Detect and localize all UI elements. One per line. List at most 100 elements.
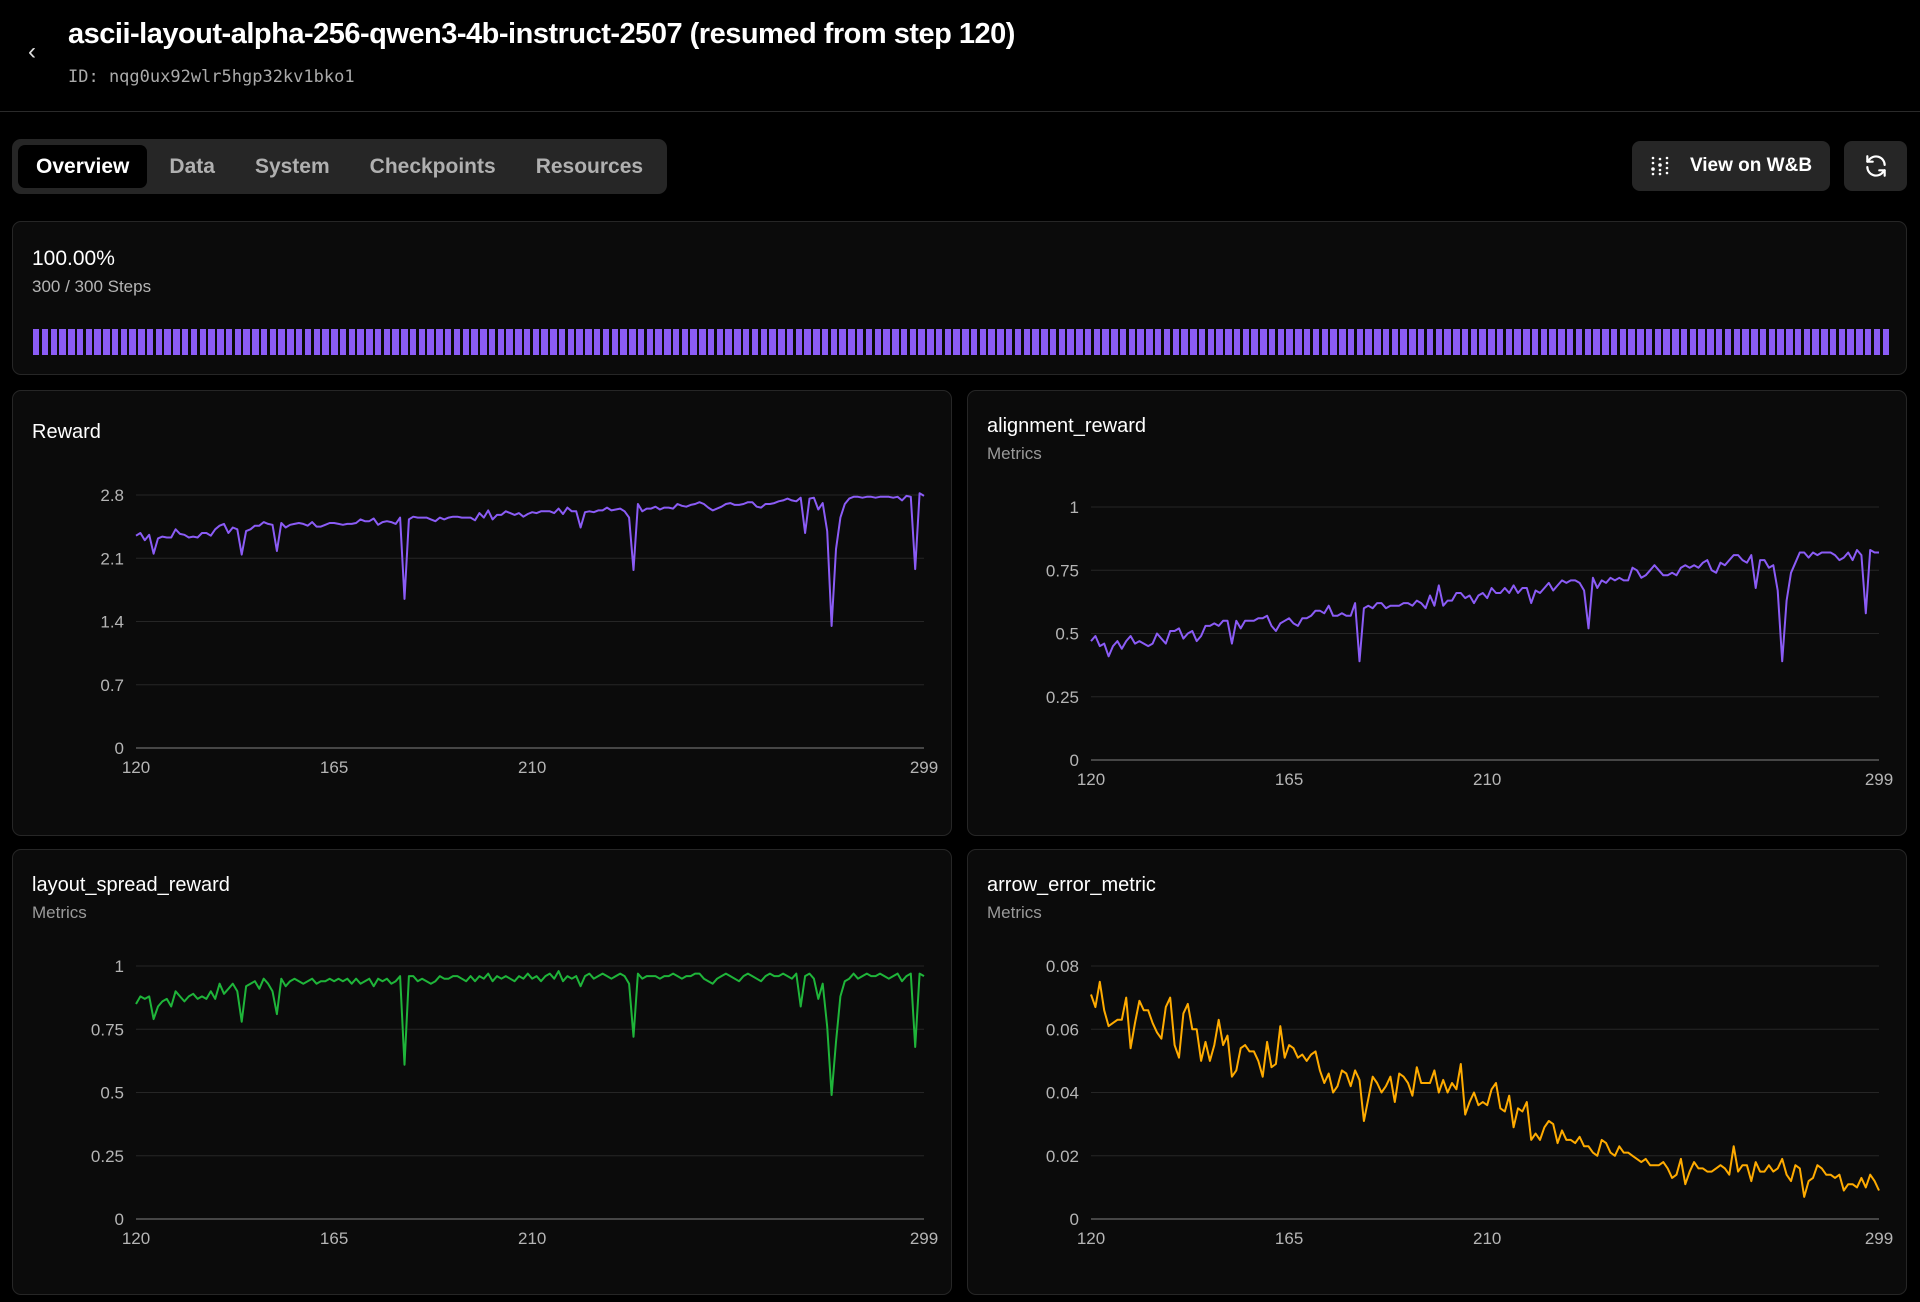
progress-segment xyxy=(602,329,610,355)
progress-steps: 300 / 300 Steps xyxy=(32,277,152,296)
progress-segment xyxy=(1777,329,1784,355)
progress-segment xyxy=(1067,329,1074,355)
progress-segment xyxy=(1619,329,1627,355)
progress-segment xyxy=(348,329,356,355)
progress-segment xyxy=(1829,329,1837,355)
chart-subtitle: Metrics xyxy=(987,444,1042,463)
progress-segment xyxy=(1225,329,1232,355)
tab-resources[interactable]: Resources xyxy=(535,154,644,178)
progress-segment xyxy=(1628,329,1635,355)
progress-segment xyxy=(1470,329,1478,355)
progress-segment xyxy=(1321,329,1329,355)
progress-segment xyxy=(672,329,680,355)
progress-segment xyxy=(979,329,987,355)
progress-segment xyxy=(1610,329,1618,355)
run-id: ID: nqg0ux92wlr5hgp32kv1bko1 xyxy=(68,67,355,87)
progress-segment xyxy=(383,329,391,355)
progress-segment xyxy=(155,329,163,355)
progress-segment xyxy=(1400,329,1407,355)
progress-segment xyxy=(892,329,899,355)
x-tick-label: 120 xyxy=(122,758,150,777)
progress-segment xyxy=(260,329,268,355)
progress-segment xyxy=(1076,329,1083,355)
y-tick-label: 0.7 xyxy=(100,676,124,695)
arrow-error-metric-chart: 0 0.02 0.04 0.06 0.08 120 165 210 299 xyxy=(1046,957,1893,1248)
progress-percent: 100.00% xyxy=(32,247,115,270)
progress-segment xyxy=(1716,329,1723,355)
progress-segment xyxy=(173,329,180,355)
progress-segment xyxy=(366,329,373,355)
x-tick-label: 299 xyxy=(1865,1229,1893,1248)
progress-segment xyxy=(295,329,303,355)
progress-segment xyxy=(1032,329,1039,355)
progress-segment xyxy=(409,329,417,355)
progress-segment xyxy=(243,329,250,355)
progress-segment xyxy=(497,329,505,355)
y-tick-label: 0.5 xyxy=(1055,625,1079,644)
tab-overview[interactable]: Overview xyxy=(18,145,148,188)
progress-segment xyxy=(506,329,513,355)
progress-segment xyxy=(392,329,399,355)
progress-segment xyxy=(734,329,741,355)
progress-segment xyxy=(1496,329,1504,355)
progress-segment xyxy=(1023,329,1030,355)
progress-segment xyxy=(1119,329,1127,355)
progress-segment xyxy=(278,329,285,355)
progress-segment xyxy=(655,329,662,355)
progress-segment xyxy=(1794,329,1802,355)
progress-segment xyxy=(856,329,864,355)
progress-segment xyxy=(111,329,119,355)
progress-segment xyxy=(970,329,978,355)
progress-segment xyxy=(962,329,969,355)
tab-data[interactable]: Data xyxy=(169,154,215,178)
y-tick-label: 0 xyxy=(115,1210,124,1229)
back-button[interactable]: ‹ xyxy=(28,38,48,66)
progress-segment xyxy=(523,329,531,355)
progress-segment xyxy=(1593,329,1600,355)
progress-segment xyxy=(927,329,934,355)
progress-segment xyxy=(1549,329,1556,355)
y-tick-label: 0 xyxy=(1070,1210,1079,1229)
refresh-button[interactable] xyxy=(1844,141,1907,191)
progress-segment xyxy=(453,329,461,355)
progress-segment xyxy=(304,329,312,355)
progress-segment xyxy=(1672,329,1679,355)
progress-segment xyxy=(331,329,338,355)
progress-segment xyxy=(699,329,706,355)
progress-segment xyxy=(953,329,960,355)
progress-segment xyxy=(1812,329,1819,355)
progress-segment xyxy=(1575,329,1583,355)
refresh-icon xyxy=(1865,155,1886,177)
x-tick-label: 210 xyxy=(1473,1229,1501,1248)
progress-segment xyxy=(401,329,408,355)
view-on-wandb-label: View on W&B xyxy=(1689,155,1813,176)
view-on-wandb-button[interactable]: View on W&B xyxy=(1632,141,1830,191)
progress-segment xyxy=(1128,329,1136,355)
progress-segment xyxy=(1645,329,1653,355)
progress-segment xyxy=(1216,329,1223,355)
progress-segment xyxy=(629,329,636,355)
progress-segment xyxy=(68,329,75,355)
progress-segment xyxy=(681,329,689,355)
progress-segment xyxy=(225,329,233,355)
progress-segment xyxy=(1724,329,1732,355)
chevron-left-icon: ‹ xyxy=(28,38,36,65)
progress-segment xyxy=(436,329,443,355)
progress-segment xyxy=(1680,329,1688,355)
progress-segment xyxy=(1251,329,1258,355)
y-tick-label: 1 xyxy=(1070,498,1079,517)
y-tick-label: 1.4 xyxy=(100,613,124,632)
progress-segment xyxy=(1873,329,1881,355)
x-tick-label: 299 xyxy=(910,758,938,777)
progress-segment xyxy=(1268,329,1276,355)
y-tick-label: 0.75 xyxy=(91,1020,124,1039)
progress-segment xyxy=(918,329,925,355)
progress-segment xyxy=(1049,329,1057,355)
tab-system[interactable]: System xyxy=(254,154,330,178)
progress-segment xyxy=(1347,329,1355,355)
y-tick-label: 0.02 xyxy=(1046,1147,1079,1166)
progress-segment xyxy=(1803,329,1811,355)
tab-checkpoints[interactable]: Checkpoints xyxy=(369,154,496,178)
progress-segment xyxy=(1365,329,1372,355)
progress-segment xyxy=(541,329,548,355)
